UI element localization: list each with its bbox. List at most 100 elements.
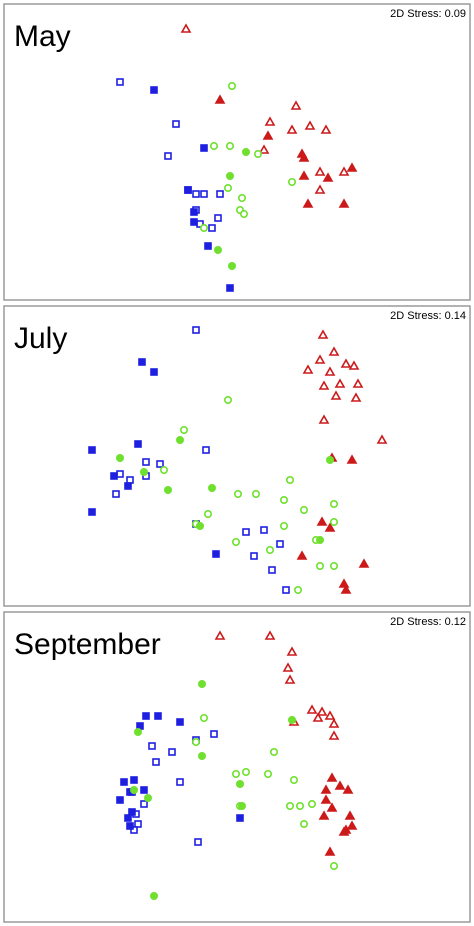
- point: [154, 712, 162, 720]
- point: [316, 516, 328, 526]
- point: [316, 706, 328, 716]
- point: [210, 142, 219, 151]
- point: [140, 800, 148, 808]
- point: [192, 737, 201, 746]
- point: [325, 455, 334, 464]
- point: [324, 846, 336, 856]
- point: [142, 458, 150, 466]
- point: [376, 434, 388, 444]
- point: [176, 778, 184, 786]
- point: [252, 489, 261, 498]
- point: [285, 475, 294, 484]
- point: [150, 368, 158, 376]
- point: [190, 208, 198, 216]
- point: [295, 801, 304, 810]
- point: [290, 100, 302, 110]
- point: [346, 454, 358, 464]
- point: [320, 784, 332, 794]
- point: [116, 470, 124, 478]
- point: [304, 120, 316, 130]
- panel-title: September: [14, 628, 161, 661]
- point: [324, 710, 336, 720]
- point: [314, 166, 326, 176]
- point: [287, 715, 296, 724]
- point: [346, 820, 358, 830]
- point: [196, 521, 205, 530]
- point: [338, 166, 350, 176]
- point: [164, 485, 173, 494]
- stress-label: 2D Stress: 0.12: [390, 616, 466, 628]
- point: [302, 198, 314, 208]
- point: [150, 891, 159, 900]
- point: [260, 526, 268, 534]
- point: [88, 446, 96, 454]
- point: [264, 116, 276, 126]
- point: [344, 810, 356, 820]
- point: [254, 150, 263, 159]
- point: [224, 184, 233, 193]
- point: [232, 537, 241, 546]
- point: [212, 550, 220, 558]
- point: [282, 586, 290, 594]
- point: [262, 130, 274, 140]
- point: [216, 190, 224, 198]
- point: [282, 662, 294, 672]
- point: [318, 810, 330, 820]
- point: [204, 509, 213, 518]
- point: [287, 178, 296, 187]
- point: [164, 152, 172, 160]
- point: [318, 380, 330, 390]
- point: [226, 284, 234, 292]
- point: [350, 392, 362, 402]
- point: [268, 566, 276, 574]
- point: [172, 120, 180, 128]
- panel-frame: [3, 3, 471, 301]
- point: [329, 517, 338, 526]
- point: [358, 558, 370, 568]
- point: [264, 630, 276, 640]
- point: [226, 142, 235, 151]
- point: [298, 152, 310, 162]
- point: [160, 465, 169, 474]
- point: [144, 793, 153, 802]
- panel-title: July: [14, 322, 67, 355]
- point: [214, 94, 226, 104]
- point: [124, 814, 132, 822]
- point: [242, 528, 250, 536]
- stress-label: 2D Stress: 0.14: [390, 310, 466, 322]
- point: [293, 585, 302, 594]
- point: [328, 730, 340, 740]
- point: [242, 148, 251, 157]
- point: [324, 522, 336, 532]
- point: [286, 646, 298, 656]
- point: [228, 82, 237, 91]
- point: [315, 561, 324, 570]
- point: [214, 246, 223, 255]
- stress-label: 2D Stress: 0.09: [390, 8, 466, 20]
- point: [116, 796, 124, 804]
- point: [226, 172, 235, 181]
- point: [324, 366, 336, 376]
- point: [148, 742, 156, 750]
- point: [150, 86, 158, 94]
- point: [140, 467, 149, 476]
- point: [299, 505, 308, 514]
- point: [298, 170, 310, 180]
- point: [134, 727, 143, 736]
- point: [346, 162, 358, 172]
- point: [329, 861, 338, 870]
- point: [126, 476, 134, 484]
- point: [263, 769, 272, 778]
- point: [296, 550, 308, 560]
- point: [334, 378, 346, 388]
- point: [329, 561, 338, 570]
- point: [289, 775, 298, 784]
- point: [236, 814, 244, 822]
- point: [322, 172, 334, 182]
- point: [302, 364, 314, 374]
- point: [317, 329, 329, 339]
- point: [180, 23, 192, 33]
- point: [328, 718, 340, 728]
- point: [250, 552, 258, 560]
- point: [198, 751, 207, 760]
